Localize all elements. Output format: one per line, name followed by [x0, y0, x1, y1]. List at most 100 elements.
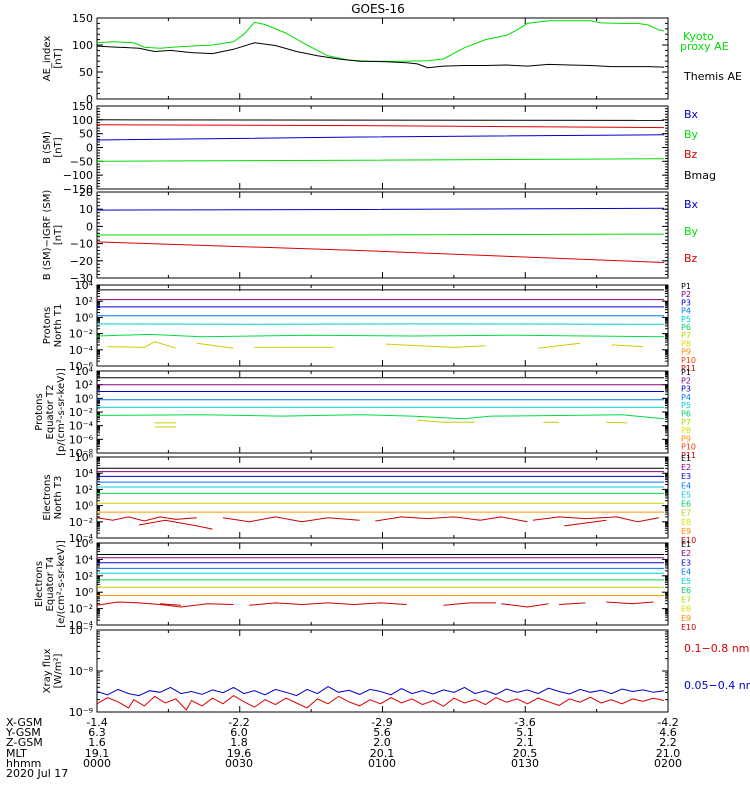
- y-tick-label: 10⁻⁸: [69, 665, 94, 678]
- legend-entry: E2: [681, 549, 691, 558]
- legend-entry: P11: [681, 451, 696, 460]
- panel-et4: 10⁶ 10⁴ 10² 10⁰ 10⁻² 10⁻⁴ Electrons Equator T4[…: [34, 537, 696, 632]
- series-line-p8: [606, 421, 628, 424]
- series-line-bx: [97, 134, 665, 141]
- legend-entry: P4: [681, 393, 691, 402]
- orbit-value: 2.0: [373, 736, 391, 749]
- legend-entry: P4: [681, 307, 691, 316]
- legend-entry: P6: [681, 410, 691, 419]
- series-line-e10: [606, 601, 654, 605]
- legend-entry: By: [684, 128, 699, 141]
- orbit-value: -2.9: [371, 716, 392, 729]
- y-tick-label: 10²: [75, 570, 93, 583]
- legend-entry: E3: [681, 472, 691, 481]
- legend-entry: Themis AE: [683, 70, 742, 83]
- series-line-p8: [537, 342, 581, 349]
- series-line-bz: [97, 124, 665, 129]
- legend-entry: E4: [681, 568, 691, 577]
- panel-xray: 10⁻⁷ 10⁻⁸ 10⁻⁹ Xray flux [W/m²] 0.1−0.8 nm 0.0…: [42, 624, 750, 719]
- legend-entry: P5: [681, 401, 691, 410]
- series-line-e10: [564, 519, 607, 527]
- y-axis-label: [nT]: [53, 137, 64, 157]
- panel-series: [97, 289, 665, 349]
- legend-entry: E7: [681, 595, 691, 604]
- y-axis-label: [e/(cm²-s-sr-keV)]: [56, 540, 67, 628]
- series-line-by: [97, 233, 665, 236]
- legend-entry: P1: [681, 368, 691, 377]
- panel-series: [97, 207, 665, 263]
- panel-series: [97, 554, 664, 608]
- series-line-e10: [249, 602, 407, 606]
- y-tick-label: 10⁻⁹: [69, 706, 93, 719]
- legend-entry: P10: [681, 356, 696, 365]
- y-tick-label: 10⁻⁸: [69, 447, 94, 460]
- series-line-p8: [107, 341, 176, 349]
- series-line-p8: [417, 419, 475, 423]
- orbit-value: 5.1: [516, 726, 534, 739]
- series-line-e10: [501, 603, 549, 608]
- legend-entry: E6: [681, 500, 691, 509]
- series-line-bx: [97, 207, 665, 211]
- panel-series: [97, 686, 665, 711]
- orbit-value: 19.1: [85, 747, 110, 760]
- panel-frame: [96, 629, 669, 713]
- y-axis-label: B (SM)−IGRF (SM): [42, 190, 53, 281]
- legend-entry: P9: [681, 348, 691, 357]
- y-tick-label: 10⁴: [75, 467, 94, 480]
- y-axis-label: Xray flux: [42, 649, 53, 694]
- y-tick-label: 10²: [75, 295, 93, 308]
- orbit-value: 19.6: [227, 747, 252, 760]
- y-tick-label: 100: [72, 114, 93, 127]
- series-line-kyoto-proxy-ae: [97, 20, 665, 62]
- series-line-p6: [97, 333, 665, 338]
- orbit-value: 20.1: [370, 747, 395, 760]
- y-tick-label: 10⁻²: [69, 516, 93, 529]
- panel-series: [97, 119, 665, 162]
- series-line-p8: [385, 343, 486, 348]
- y-axis-label: [nT]: [53, 48, 64, 68]
- y-tick-label: 10⁻²: [69, 406, 93, 419]
- y-axis-label: [p/(cm²-s-sr-keV)]: [56, 368, 67, 456]
- legend-entry: proxy AE: [680, 40, 729, 53]
- orbit-value: -3.6: [514, 716, 535, 729]
- panel-bdiff: 20 10 0 −10 −20 −30 B (SM)−IGRF (SM) [nT] Bx By Bz: [42, 186, 699, 285]
- series-line-p8: [196, 342, 234, 349]
- y-tick-label: 10⁴: [75, 553, 94, 566]
- legend-entry: P1: [681, 282, 691, 291]
- series-line-e10: [159, 603, 182, 606]
- orbit-value: 21.0: [656, 747, 681, 760]
- y-tick-label: 50: [79, 66, 93, 79]
- y-tick-label: 10: [79, 203, 93, 216]
- y-tick-label: 10⁻²: [69, 328, 93, 341]
- y-axis-label: North T1: [53, 304, 64, 348]
- orbit-value: 6.3: [88, 726, 106, 739]
- y-tick-label: 10⁻⁴: [69, 420, 94, 433]
- legend-entry: By: [684, 225, 699, 238]
- orbit-value: -2.2: [228, 716, 249, 729]
- legend-entry: 0.1−0.8 nm: [684, 642, 749, 655]
- y-tick-label: 150: [72, 100, 93, 113]
- panel-series: [97, 377, 665, 428]
- panel-pt1: 10⁴ 10² 10⁰ 10⁻² 10⁻⁴ 10⁻⁶ Protons North T1 P1P2…: [42, 279, 696, 373]
- y-axis-label: [nT]: [53, 225, 64, 245]
- legend-entry: P2: [681, 376, 691, 385]
- y-axis-label: [W/m²]: [53, 653, 64, 688]
- y-tick-label: −30: [70, 272, 93, 285]
- y-axis-label: Protons: [42, 307, 53, 344]
- series-line-p8: [611, 344, 644, 348]
- y-tick-label: 10⁻⁷: [69, 624, 93, 637]
- legend-entry: E10: [681, 623, 696, 632]
- orbit-value: 0030: [225, 757, 253, 770]
- y-tick-label: −150: [63, 183, 93, 196]
- y-tick-label: −100: [63, 169, 93, 182]
- orbit-value: 1.6: [88, 736, 106, 749]
- y-tick-label: 10⁶: [75, 451, 94, 464]
- panel-frame: [96, 284, 669, 367]
- legend-entry: E1: [681, 454, 691, 463]
- legend-entry: E3: [681, 558, 691, 567]
- legend-entry: E5: [681, 490, 691, 499]
- orbit-value: 1.8: [230, 736, 248, 749]
